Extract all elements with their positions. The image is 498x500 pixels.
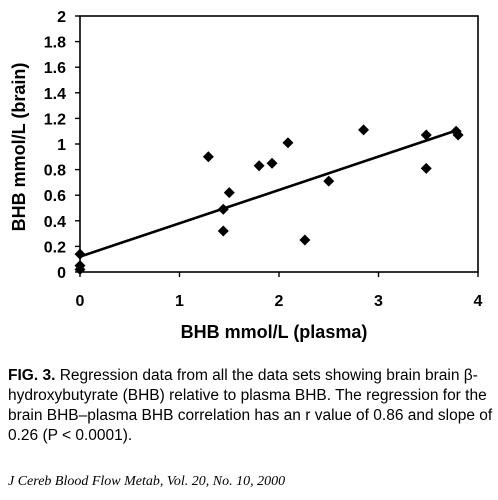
data-point [452, 129, 464, 141]
y-tick-label: 1.6 [44, 60, 66, 77]
data-point [299, 234, 311, 246]
regression-line [79, 128, 459, 258]
y-tick-label: 1 [57, 137, 66, 154]
x-tick-label: 0 [76, 293, 85, 310]
figure-label: FIG. 3. [8, 367, 56, 384]
x-tick-label: 4 [474, 293, 483, 310]
y-tick-label: 2 [57, 9, 66, 26]
y-tick-label: 0 [57, 265, 66, 282]
y-tick-label: 0.6 [44, 188, 66, 205]
data-point [202, 151, 214, 163]
figure-caption: FIG. 3. Regression data from all the dat… [8, 366, 494, 446]
y-tick-label: 0.4 [44, 214, 66, 231]
x-axis-title: BHB mmol/L (plasma) [181, 322, 368, 342]
data-point [323, 175, 335, 187]
y-tick-label: 1.2 [44, 111, 66, 128]
data-point [420, 162, 432, 174]
data-point [420, 129, 432, 141]
data-point [266, 157, 278, 169]
y-tick-label: 1.4 [44, 86, 66, 103]
journal-citation: J Cereb Blood Flow Metab, Vol. 20, No. 1… [8, 474, 286, 489]
data-point [217, 225, 229, 237]
data-point [282, 137, 294, 149]
data-point [74, 260, 86, 272]
x-tick-label: 3 [374, 293, 383, 310]
data-points [74, 124, 464, 275]
y-tick-label: 0.8 [44, 163, 66, 180]
data-point [217, 203, 229, 215]
x-tick-label: 2 [275, 293, 284, 310]
y-axis-ticks: 0 0.2 0.4 0.6 0.8 1 1.2 1.4 1.6 1.8 2 [44, 9, 80, 282]
data-point [74, 248, 86, 260]
y-axis-title: BHB mmol/L (brain) [9, 63, 29, 232]
data-point [253, 160, 265, 172]
x-axis-ticks: 0 1 2 3 4 [76, 272, 483, 310]
x-tick-label: 1 [175, 293, 184, 310]
data-point [223, 187, 235, 199]
caption-text: Regression data from all the data sets s… [8, 367, 493, 444]
data-point [358, 124, 370, 136]
y-tick-label: 0.2 [44, 239, 66, 256]
y-tick-label: 1.8 [44, 35, 66, 52]
scatter-chart: 0 0.2 0.4 0.6 0.8 1 1.2 1.4 1.6 1.8 2 0 1 2 3 4 BHB mm… [9, 9, 483, 342]
